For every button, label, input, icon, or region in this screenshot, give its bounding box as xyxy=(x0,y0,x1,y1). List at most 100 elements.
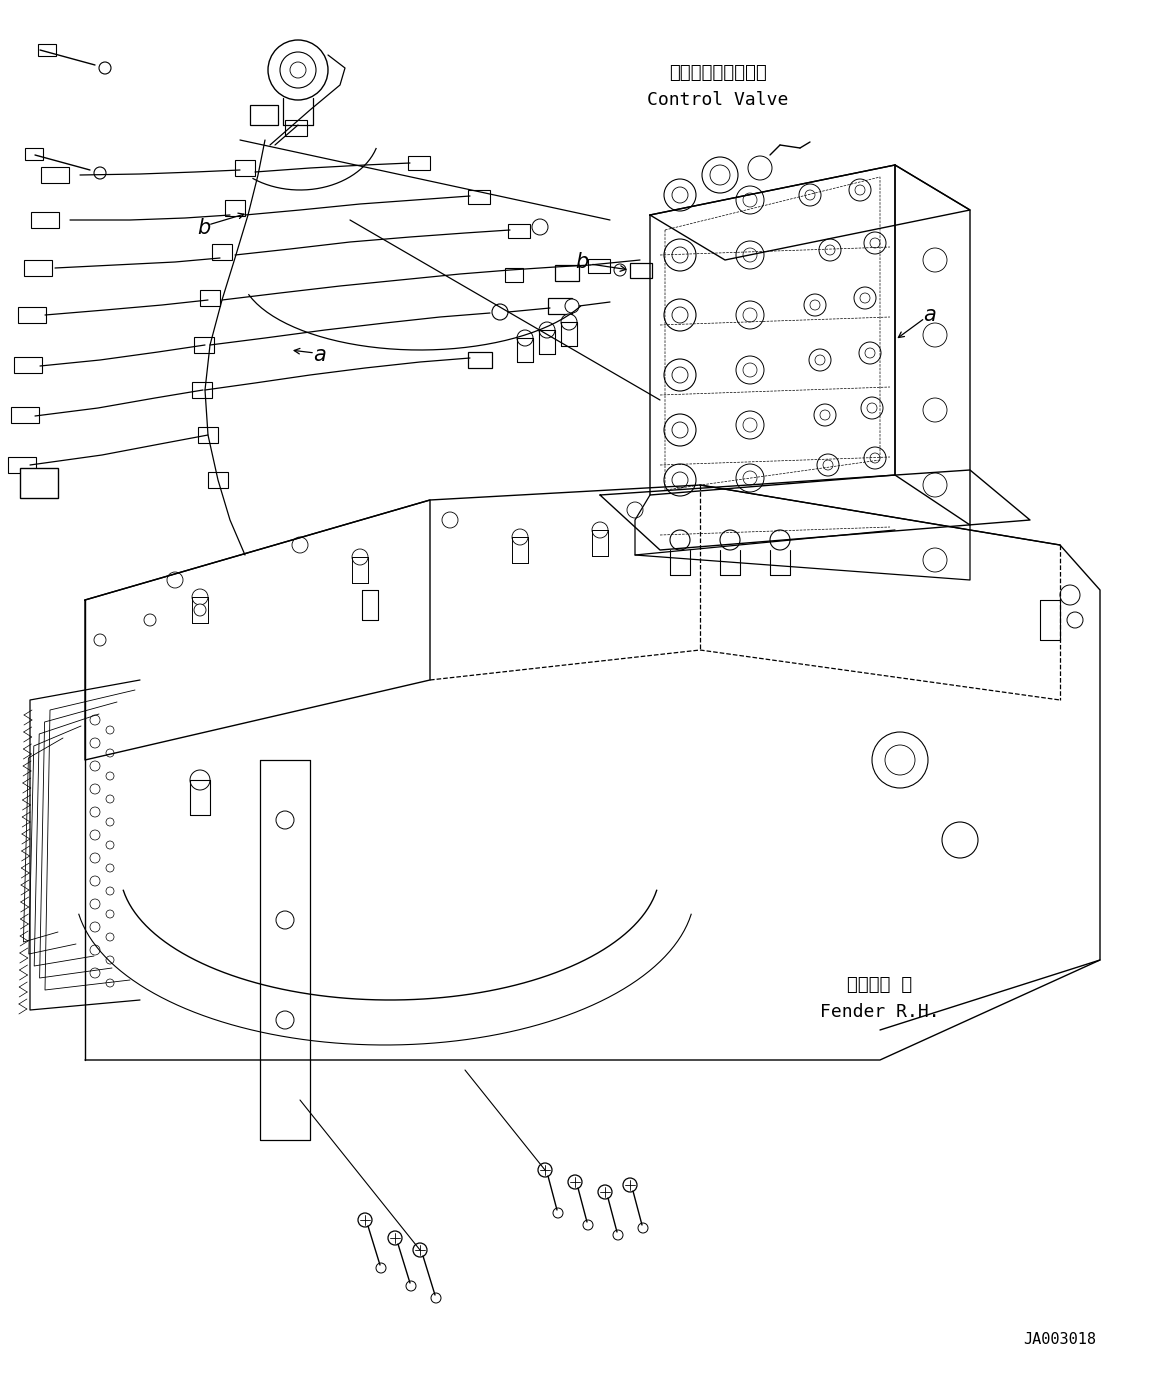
Circle shape xyxy=(923,473,947,497)
Circle shape xyxy=(814,405,836,426)
Circle shape xyxy=(861,398,883,419)
Circle shape xyxy=(292,538,308,553)
Bar xyxy=(505,267,523,281)
Circle shape xyxy=(290,62,306,78)
Circle shape xyxy=(743,248,757,262)
Circle shape xyxy=(709,165,730,185)
Circle shape xyxy=(743,363,757,377)
Bar xyxy=(212,244,231,260)
Circle shape xyxy=(770,531,790,550)
Circle shape xyxy=(190,770,211,790)
Bar xyxy=(630,263,652,279)
Bar xyxy=(208,472,228,489)
Circle shape xyxy=(743,308,757,322)
Bar xyxy=(24,260,52,276)
Circle shape xyxy=(855,185,865,195)
Circle shape xyxy=(672,246,688,263)
Circle shape xyxy=(90,762,100,771)
Bar xyxy=(555,265,579,281)
Bar xyxy=(285,120,307,136)
Bar xyxy=(200,290,220,307)
Circle shape xyxy=(736,186,764,214)
Text: a: a xyxy=(314,344,327,365)
Circle shape xyxy=(804,294,826,316)
Circle shape xyxy=(518,330,533,346)
Text: JA003018: JA003018 xyxy=(1023,1333,1097,1347)
Circle shape xyxy=(870,238,880,248)
Circle shape xyxy=(106,979,114,987)
Circle shape xyxy=(823,461,833,470)
Circle shape xyxy=(805,190,815,200)
Circle shape xyxy=(664,463,695,496)
Circle shape xyxy=(672,307,688,323)
Circle shape xyxy=(748,155,772,181)
Circle shape xyxy=(90,784,100,794)
Bar xyxy=(468,190,490,204)
Circle shape xyxy=(815,356,825,365)
Circle shape xyxy=(809,349,832,371)
Circle shape xyxy=(923,398,947,421)
Circle shape xyxy=(358,1212,372,1226)
Bar xyxy=(17,307,47,323)
Bar xyxy=(548,298,572,314)
Circle shape xyxy=(561,314,577,330)
Circle shape xyxy=(583,1219,593,1231)
Bar xyxy=(235,160,255,176)
Circle shape xyxy=(376,1263,386,1273)
Circle shape xyxy=(614,265,626,276)
Circle shape xyxy=(702,157,739,193)
Circle shape xyxy=(672,367,688,384)
Text: Control Valve: Control Valve xyxy=(648,91,789,109)
Bar xyxy=(20,468,58,498)
Circle shape xyxy=(106,910,114,918)
Circle shape xyxy=(106,888,114,895)
Circle shape xyxy=(90,806,100,818)
Circle shape xyxy=(492,304,508,321)
Text: b: b xyxy=(576,252,588,272)
Circle shape xyxy=(592,522,608,538)
Circle shape xyxy=(531,218,548,235)
Circle shape xyxy=(820,410,830,420)
Circle shape xyxy=(90,876,100,886)
Circle shape xyxy=(192,589,208,605)
Circle shape xyxy=(552,1208,563,1218)
Bar xyxy=(38,43,56,56)
Bar xyxy=(198,427,217,442)
Circle shape xyxy=(743,419,757,433)
Circle shape xyxy=(720,531,740,550)
Circle shape xyxy=(1066,612,1083,629)
Circle shape xyxy=(664,414,695,447)
Circle shape xyxy=(872,732,928,788)
Text: Fender R.H.: Fender R.H. xyxy=(820,1002,940,1021)
Circle shape xyxy=(406,1281,416,1291)
Circle shape xyxy=(743,470,757,484)
Circle shape xyxy=(638,1224,648,1233)
Circle shape xyxy=(825,245,835,255)
Circle shape xyxy=(538,322,555,337)
Circle shape xyxy=(194,603,206,616)
Text: a: a xyxy=(923,305,936,325)
Bar xyxy=(41,167,69,183)
Circle shape xyxy=(598,1184,612,1198)
Circle shape xyxy=(627,503,643,518)
Circle shape xyxy=(90,923,100,932)
Circle shape xyxy=(352,549,368,566)
Circle shape xyxy=(106,864,114,872)
Circle shape xyxy=(670,531,690,550)
Circle shape xyxy=(90,945,100,955)
Bar xyxy=(224,200,245,216)
Circle shape xyxy=(736,301,764,329)
Circle shape xyxy=(859,293,870,302)
Bar xyxy=(24,148,43,160)
Circle shape xyxy=(90,899,100,909)
Circle shape xyxy=(923,248,947,272)
Circle shape xyxy=(870,454,880,463)
Circle shape xyxy=(864,232,886,253)
Circle shape xyxy=(866,403,877,413)
Circle shape xyxy=(90,853,100,862)
Circle shape xyxy=(885,745,915,776)
Text: コントロールバルブ: コントロールバルブ xyxy=(669,64,766,83)
Circle shape xyxy=(276,811,294,829)
Circle shape xyxy=(94,167,106,179)
Circle shape xyxy=(512,529,528,545)
